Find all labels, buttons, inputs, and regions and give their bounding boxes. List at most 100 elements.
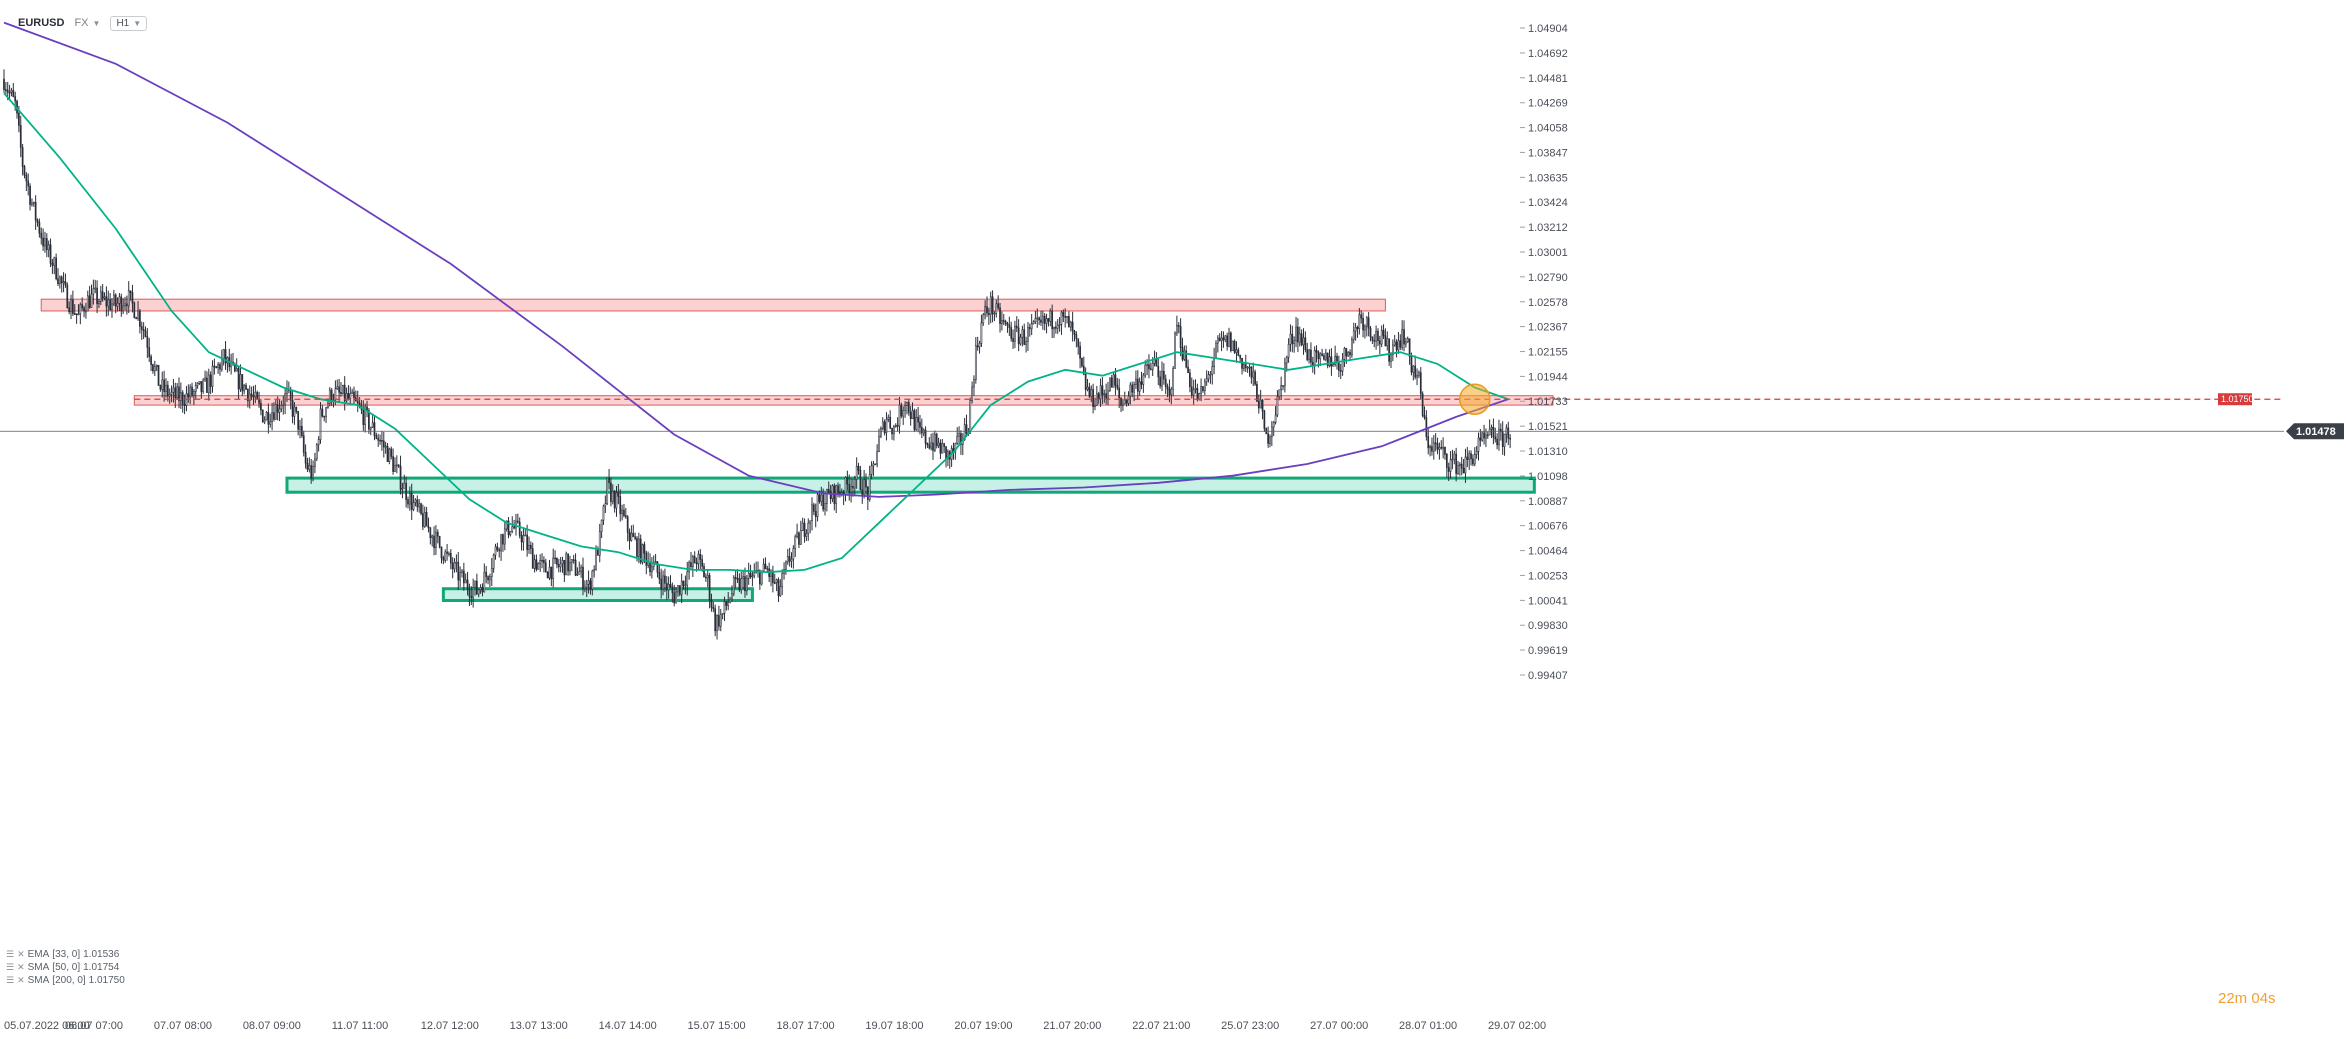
candle — [1339, 363, 1342, 379]
candle — [466, 571, 469, 596]
candle-body — [490, 568, 493, 577]
candle-body — [1213, 357, 1215, 367]
candle — [1032, 320, 1035, 325]
candle — [1406, 336, 1409, 343]
candle — [1161, 361, 1163, 392]
candle — [1069, 320, 1072, 332]
chart-toolbar: EURUSD FX ▼ H1 ▼ — [18, 14, 148, 32]
candle-body — [1365, 317, 1368, 327]
candle — [578, 561, 581, 575]
candle-body — [40, 232, 43, 239]
candle-body — [1263, 410, 1266, 429]
candle-body — [198, 381, 201, 384]
candle — [94, 279, 97, 294]
candle-body — [1028, 327, 1031, 330]
candle-body — [772, 570, 774, 583]
candle-body — [403, 482, 406, 489]
legend-value: 1.01536 — [83, 949, 120, 960]
candle-body — [686, 571, 689, 586]
candle-body — [101, 291, 104, 299]
candle-body — [513, 526, 515, 529]
candle — [539, 554, 542, 572]
candle-body — [209, 374, 212, 387]
candle — [1228, 327, 1230, 348]
candle-body — [1077, 338, 1080, 347]
candle-body — [180, 392, 182, 401]
candle — [585, 579, 588, 598]
candle-body — [589, 580, 592, 590]
candle — [269, 413, 272, 428]
candle-body — [561, 560, 564, 565]
candle-body — [202, 379, 205, 392]
candle-body — [861, 489, 864, 496]
close-icon[interactable]: ✕ — [17, 975, 25, 985]
candle-body — [459, 572, 461, 581]
symbol-label[interactable]: EURUSD — [18, 17, 65, 29]
candle-body — [1445, 454, 1448, 468]
candle-body — [1315, 349, 1318, 353]
candle — [1423, 406, 1426, 420]
market-selector[interactable]: FX ▼ — [74, 17, 100, 29]
candle-body — [587, 580, 590, 585]
candle-body — [753, 572, 756, 577]
candle-body — [327, 402, 329, 409]
candle — [1319, 352, 1322, 367]
candle-body — [868, 474, 871, 500]
candle-body — [1300, 333, 1303, 346]
candle-body — [122, 305, 125, 312]
candle-body — [1246, 366, 1249, 369]
candle-body — [766, 568, 769, 570]
candle — [915, 409, 918, 432]
candle — [1330, 348, 1333, 376]
candle-body — [1436, 443, 1439, 450]
candle-body — [578, 571, 581, 575]
candle — [444, 549, 447, 563]
candle-body — [1200, 386, 1202, 394]
candle — [645, 550, 648, 575]
candle — [148, 337, 151, 362]
candle — [1040, 310, 1042, 326]
candle — [1306, 342, 1309, 362]
timeframe-selector[interactable]: H1 ▼ — [110, 15, 148, 31]
candle — [900, 402, 903, 419]
candle — [986, 296, 988, 317]
candle — [1451, 449, 1454, 470]
candle-body — [239, 374, 242, 390]
candle-body — [876, 451, 879, 465]
candle — [1293, 336, 1296, 353]
candle-body — [1224, 335, 1227, 341]
candle-body — [453, 562, 456, 570]
candle — [135, 316, 138, 320]
legend-item-sma50[interactable]: ☰ ✕ SMA [50, 0] 1.01754 — [6, 961, 125, 974]
candle-body — [1215, 342, 1217, 359]
candle — [1056, 319, 1059, 334]
candle-body — [1216, 337, 1219, 344]
close-icon[interactable]: ✕ — [17, 949, 25, 959]
candle-body — [1406, 338, 1409, 343]
candle-body — [187, 393, 190, 398]
candle — [1131, 381, 1134, 398]
candle — [1142, 373, 1145, 393]
candle-body — [531, 548, 534, 569]
candle-body — [1280, 385, 1283, 391]
y-tick-label: 1.01098 — [1528, 471, 1568, 483]
candle-body — [265, 412, 268, 421]
candle — [1252, 362, 1255, 386]
legend-item-ema33[interactable]: ☰ ✕ EMA [33, 0] 1.01536 — [6, 948, 125, 961]
legend-params: [33, 0] — [52, 949, 81, 960]
close-icon[interactable]: ✕ — [17, 962, 25, 972]
candle-body — [691, 556, 694, 567]
candle-body — [1002, 320, 1005, 322]
candle — [105, 286, 108, 317]
candle-body — [619, 496, 622, 514]
candle-body — [853, 479, 856, 489]
candle — [14, 91, 17, 111]
candle — [1192, 379, 1195, 405]
candle-body — [805, 533, 808, 537]
legend-item-sma200[interactable]: ☰ ✕ SMA [200, 0] 1.01750 — [6, 974, 125, 987]
candle-body — [1451, 458, 1454, 461]
candle-body — [1228, 332, 1230, 347]
candle — [883, 419, 886, 436]
candle-body — [1501, 431, 1504, 447]
